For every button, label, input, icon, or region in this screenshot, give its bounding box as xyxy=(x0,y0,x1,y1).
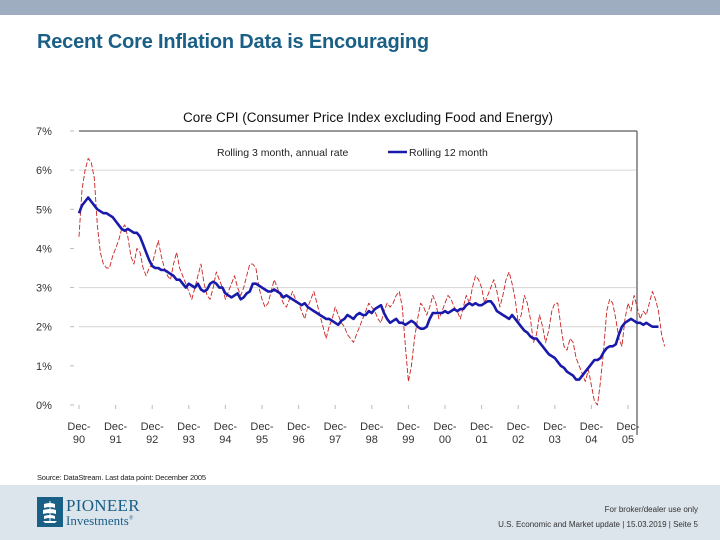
y-tick-label: 7% xyxy=(36,126,52,138)
chart-svg: Core CPI (Consumer Price Index excluding… xyxy=(36,110,666,446)
x-tick-label: Dec-95 xyxy=(250,421,274,446)
x-tick-label: Dec-98 xyxy=(360,421,384,446)
legend: Rolling 3 month, annual rate Rolling 12 … xyxy=(190,147,488,159)
x-tick-label: Dec-92 xyxy=(141,421,165,446)
x-tick-label: Dec-05 xyxy=(616,421,640,446)
page-title: Recent Core Inflation Data is Encouragin… xyxy=(37,31,429,53)
source-note: Source: DataStream. Last data point: Dec… xyxy=(37,473,206,482)
x-tick-label: Dec-94 xyxy=(214,421,238,446)
series xyxy=(77,157,666,406)
y-tick-label: 3% xyxy=(36,283,52,295)
x-tick-label: Dec-01 xyxy=(470,421,494,446)
footer-meta: U.S. Economic and Market update | 15.03.… xyxy=(498,520,698,529)
pioneer-logo: PIONEER Investments® xyxy=(37,497,140,527)
x-tick-label: Dec-99 xyxy=(397,421,421,446)
x-tick-label: Dec-97 xyxy=(324,421,348,446)
ship-icon xyxy=(37,497,63,527)
registered-mark: ® xyxy=(128,515,134,522)
gridlines xyxy=(79,130,638,435)
x-tick-label: Dec-02 xyxy=(507,421,531,446)
x-tick-label: Dec-96 xyxy=(287,421,311,446)
y-axis: 0% 1% 2% 3% 4% 5% 6% 7% xyxy=(36,126,74,412)
y-tick-label: 6% xyxy=(36,165,52,177)
logo-subbrand: Investments xyxy=(66,513,129,528)
logo-brand: PIONEER xyxy=(66,496,140,515)
y-tick-label: 1% xyxy=(36,361,52,373)
series-line-rolling-12-month xyxy=(77,196,659,381)
x-tick-label: Dec-03 xyxy=(543,421,567,446)
series-line-rolling-3-month xyxy=(78,157,666,406)
legend-label-rolling-3-month: Rolling 3 month, annual rate xyxy=(217,147,348,159)
footer xyxy=(0,485,720,540)
x-tick-label: Dec-00 xyxy=(433,421,457,446)
header-band xyxy=(0,0,720,15)
x-tick-label: Dec-90 xyxy=(67,421,91,446)
chart: Core CPI (Consumer Price Index excluding… xyxy=(0,95,720,455)
y-tick-label: 4% xyxy=(36,243,52,255)
x-tick-label: Dec-04 xyxy=(580,421,604,446)
legend-label-rolling-12-month: Rolling 12 month xyxy=(409,147,488,159)
chart-title: Core CPI (Consumer Price Index excluding… xyxy=(183,110,553,125)
footer-disclaimer: For broker/dealer use only xyxy=(604,505,698,514)
x-axis: Dec-90 Dec-91 Dec-92 Dec-93 Dec-94 Dec-95 Dec-… xyxy=(67,405,640,446)
y-tick-label: 5% xyxy=(36,204,52,216)
x-tick-label: Dec-91 xyxy=(104,421,128,446)
y-tick-label: 0% xyxy=(36,400,52,412)
y-tick-label: 2% xyxy=(36,322,52,334)
x-tick-label: Dec-93 xyxy=(177,421,201,446)
